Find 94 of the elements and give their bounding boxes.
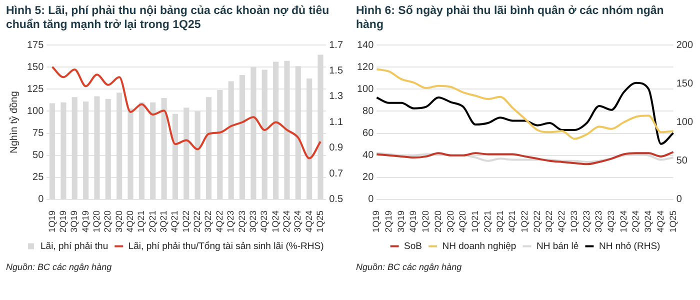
x-tick-label: 1Q24 (618, 210, 628, 233)
x-tick-label: 4Q22 (556, 210, 567, 233)
x-tick-label: 3Q23 (248, 210, 258, 233)
x-tick-label: 1Q22 (519, 210, 530, 233)
text: Nguồn: BC các ngân hàng (6, 261, 113, 273)
line-series (376, 68, 674, 140)
y2-tick-label: 0 (676, 194, 682, 206)
x-tick-label: 4Q19 (80, 210, 90, 233)
y-tick-label: 150 (26, 62, 44, 73)
x-tick-label: 3Q19 (69, 210, 80, 233)
y-tick-label: 120 (356, 62, 374, 73)
x-tick-label: 4Q24 (304, 210, 314, 233)
x-tick-label: 1Q24 (270, 210, 280, 233)
y-tick-label: 125 (26, 84, 44, 95)
x-tick-label: 2Q22 (192, 210, 202, 233)
x-tick-label: 4Q21 (507, 210, 518, 233)
x-tick-label: 1Q25 (314, 210, 325, 233)
y-tick-label: 60 (362, 128, 374, 140)
legend-label: Lãi, phí phải thu (40, 240, 108, 252)
y2-tick-label: 50 (676, 156, 688, 167)
y2-tick-label: 200 (676, 40, 694, 51)
y-tick-label: 0 (38, 194, 44, 206)
chart-title: Hình 6: Số ngày phải thu lãi bình quân ở các nhóm ngân hàng (356, 4, 665, 33)
x-tick-label: 2Q24 (630, 210, 641, 233)
x-tick-label: 2Q19 (384, 210, 394, 233)
y2-tick-label: 1.3 (329, 91, 344, 102)
legend-label: SoB (404, 240, 422, 252)
y2-tick-label: 1.7 (329, 40, 344, 51)
x-tick-label: 2Q23 (236, 210, 247, 233)
x-tick-label: 3Q20 (445, 210, 456, 233)
y2-tick-label: 0.5 (329, 194, 344, 206)
x-tick-label: 1Q20 (420, 210, 431, 233)
x-tick-label: 1Q19 (371, 210, 382, 233)
y2-tick-label: 0.9 (329, 142, 344, 154)
x-tick-label: 2Q21 (147, 210, 158, 233)
x-tick-label: 4Q23 (606, 210, 616, 233)
line-series (51, 66, 322, 160)
y2-tick-label: 100 (676, 116, 694, 128)
line-series (376, 82, 674, 145)
x-tick-label: 3Q21 (158, 210, 169, 233)
y-tick-label: 100 (26, 106, 44, 117)
x-tick-label: 2Q22 (532, 210, 542, 233)
y-tick-label: 100 (356, 84, 374, 95)
y-axis-title: Nghìn tỷ đồng (8, 91, 20, 154)
y-tick-label: 80 (362, 106, 374, 117)
x-tick-label: 1Q20 (91, 210, 102, 233)
y-tick-label: 20 (362, 172, 374, 184)
x-tick-label: 3Q24 (643, 210, 654, 233)
x-tick-label: 1Q19 (46, 210, 57, 233)
x-tick-label: 1Q23 (568, 210, 579, 233)
legend-label: NH nhỏ (RHS) (598, 240, 660, 252)
x-tick-label: 3Q24 (292, 210, 303, 233)
y-tick-label: 140 (356, 40, 374, 51)
y-tick-label: 40 (362, 150, 374, 162)
x-tick-label: 2Q23 (581, 210, 592, 233)
x-tick-label: 2Q20 (102, 210, 113, 233)
x-tick-label: 3Q21 (494, 210, 505, 233)
x-tick-label: 3Q22 (203, 210, 214, 233)
x-tick-label: 3Q22 (544, 210, 554, 233)
x-tick-label: 2Q20 (432, 210, 443, 233)
x-tick-label: 1Q21 (470, 210, 480, 233)
y-tick-label: 175 (26, 40, 44, 51)
legend-label: NH doanh nghiệp (442, 240, 516, 252)
x-tick-label: 3Q19 (396, 210, 406, 233)
x-tick-label: 4Q20 (458, 210, 468, 233)
x-tick-label: 2Q24 (281, 210, 292, 233)
line-series (376, 152, 674, 163)
x-tick-label: 1Q25 (668, 210, 678, 233)
y-tick-label: 50 (32, 150, 44, 162)
x-tick-label: 2Q19 (58, 210, 68, 233)
x-tick-label: 2Q21 (482, 210, 492, 233)
text: Nguồn: BC các ngân hàng (356, 261, 463, 273)
x-tick-label: 4Q22 (214, 210, 224, 233)
x-tick-label: 4Q23 (259, 210, 270, 233)
y2-tick-label: 150 (676, 78, 694, 90)
y-tick-label: 25 (32, 172, 44, 184)
x-tick-label: 4Q24 (655, 210, 666, 233)
y2-tick-label: 1.1 (329, 116, 344, 128)
x-tick-label: 1Q22 (180, 210, 191, 233)
x-tick-label: 4Q20 (124, 210, 135, 233)
line-series (376, 151, 674, 166)
y2-tick-label: 1.5 (329, 65, 344, 76)
x-tick-label: 1Q23 (226, 210, 236, 233)
legend-label: NH bán lẻ (536, 240, 579, 252)
x-tick-label: 4Q19 (408, 210, 418, 233)
x-tick-label: 1Q21 (136, 210, 146, 233)
x-tick-label: 3Q23 (594, 210, 604, 233)
y2-tick-label: 0.7 (329, 168, 344, 180)
y-tick-label: 75 (32, 128, 44, 140)
legend-label: Lãi, phí phải thu/Tổng tài sản sinh lãi (%-RHS) (128, 240, 324, 252)
x-tick-label: 3Q20 (114, 210, 124, 233)
chart-title: Hình 5: Lãi, phí phải thu nội bảng của các khoản nợ đủ tiêu chuẩn tăng mạnh trở lại trong 1Q25 (6, 4, 330, 33)
x-tick-label: 4Q21 (170, 210, 180, 233)
y-tick-label: 0 (368, 194, 374, 206)
